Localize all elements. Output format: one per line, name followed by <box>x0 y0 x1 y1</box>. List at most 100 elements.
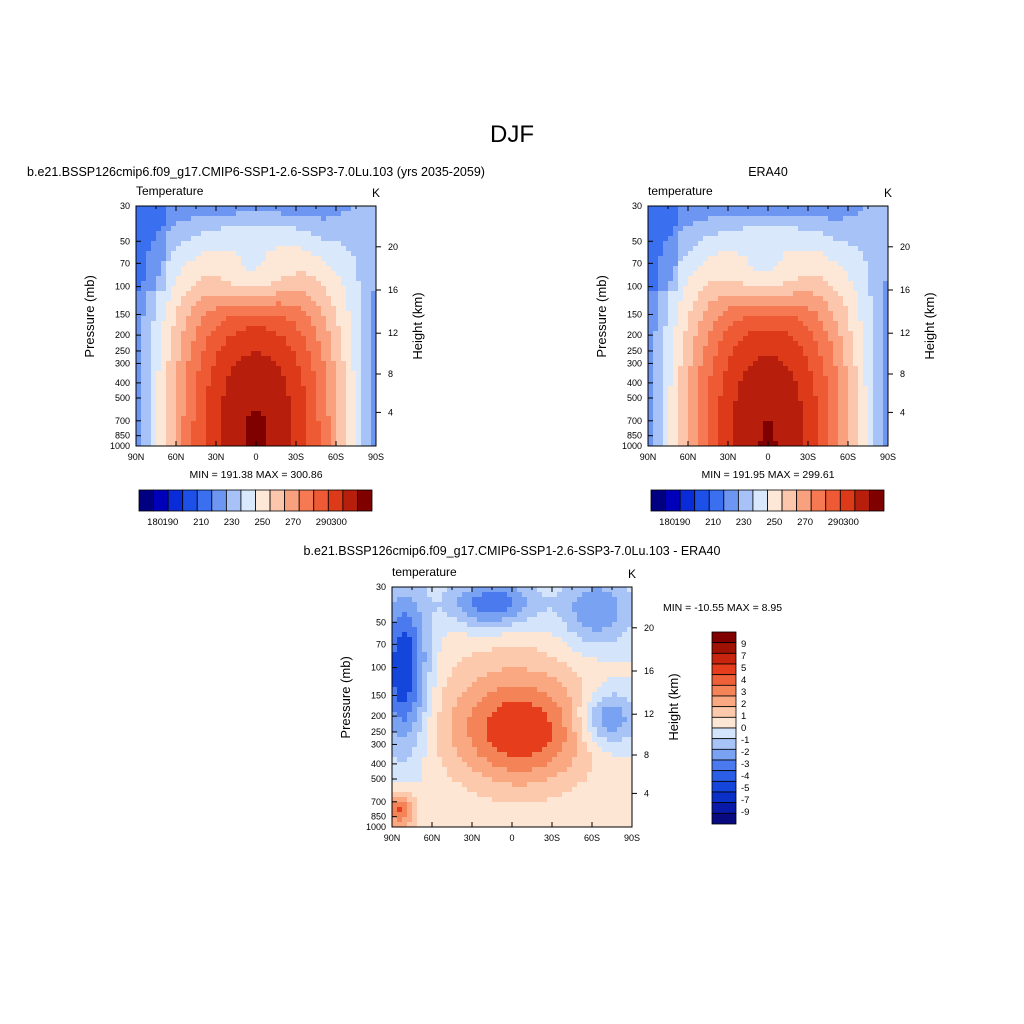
contour-cell <box>296 381 302 387</box>
contour-cell <box>768 371 774 377</box>
contour-cell <box>748 336 754 342</box>
contour-cell <box>336 226 342 232</box>
contour-cell <box>823 356 829 362</box>
contour-cell <box>321 441 327 447</box>
contour-cell <box>663 306 669 312</box>
contour-cell <box>828 321 834 327</box>
contour-cell <box>698 321 704 327</box>
contour-cell <box>356 356 362 362</box>
contour-cell <box>688 441 694 447</box>
contour-cell <box>241 256 247 262</box>
contour-cell <box>361 356 367 362</box>
contour-cell <box>156 366 162 372</box>
contour-cell <box>748 251 754 257</box>
contour-cell <box>783 331 789 337</box>
contour-cell <box>788 226 794 232</box>
contour-cell <box>336 261 342 267</box>
contour-cell <box>326 226 332 232</box>
contour-cell <box>683 266 689 272</box>
contour-cell <box>718 391 724 397</box>
contour-cell <box>823 261 829 267</box>
contour-cell <box>151 366 157 372</box>
contour-cell <box>316 261 322 267</box>
contour-cell <box>226 371 232 377</box>
contour-cell <box>216 261 222 267</box>
contour-cell <box>708 346 714 352</box>
contour-cell <box>251 206 257 212</box>
contour-cell <box>708 376 714 382</box>
contour-cell <box>166 281 172 287</box>
contour-cell <box>883 311 889 317</box>
contour-cell <box>698 231 704 237</box>
contour-cell <box>648 436 654 442</box>
contour-cell <box>808 301 814 307</box>
contour-cell <box>653 326 659 332</box>
contour-cell <box>863 391 869 397</box>
contour-cell <box>336 211 342 217</box>
contour-cell <box>397 697 403 703</box>
contour-cell <box>803 371 809 377</box>
contour-cell <box>808 411 814 417</box>
contour-cell <box>673 311 679 317</box>
contour-cell <box>763 416 769 422</box>
contour-cell <box>296 241 302 247</box>
contour-cell <box>166 336 172 342</box>
contour-cell <box>371 341 377 347</box>
contour-cell <box>818 336 824 342</box>
contour-cell <box>748 216 754 222</box>
contour-cell <box>823 256 829 262</box>
contour-cell <box>226 441 232 447</box>
contour-cell <box>336 401 342 407</box>
contour-cell <box>748 291 754 297</box>
contour-cell <box>873 256 879 262</box>
contour-cell <box>166 236 172 242</box>
contour-cell <box>668 356 674 362</box>
contour-cell <box>392 752 398 758</box>
contour-cell <box>693 406 699 412</box>
contour-cell <box>798 316 804 322</box>
contour-cell <box>321 266 327 272</box>
contour-cell <box>658 336 664 342</box>
contour-cell <box>758 221 764 227</box>
contour-cell <box>803 441 809 447</box>
contour-cell <box>371 371 377 377</box>
contour-cell <box>868 351 874 357</box>
contour-cell <box>206 386 212 392</box>
colorbar-swatch <box>269 489 286 512</box>
contour-cell <box>818 206 824 212</box>
contour-cell <box>176 296 182 302</box>
colorbar-swatch <box>825 489 841 512</box>
contour-cell <box>823 331 829 337</box>
contour-cell <box>748 256 754 262</box>
contour-cell <box>873 206 879 212</box>
contour-cell <box>236 256 242 262</box>
contour-cell <box>833 346 839 352</box>
contour-cell <box>658 276 664 282</box>
contour-cell <box>823 411 829 417</box>
contour-cell <box>863 401 869 407</box>
contour-cell <box>286 401 292 407</box>
contour-cell <box>778 251 784 257</box>
contour-cell <box>166 431 172 437</box>
contour-cell <box>693 411 699 417</box>
contour-cell <box>407 737 413 743</box>
contour-cell <box>321 336 327 342</box>
contour-cell <box>798 356 804 362</box>
contour-cell <box>713 331 719 337</box>
contour-cell <box>843 311 849 317</box>
contour-cell <box>156 321 162 327</box>
contour-cell <box>336 321 342 327</box>
contour-cell <box>803 366 809 372</box>
contour-cell <box>231 361 237 367</box>
contour-cell <box>286 261 292 267</box>
contour-cell <box>713 436 719 442</box>
contour-cell <box>266 401 272 407</box>
contour-cell <box>346 261 352 267</box>
contour-cell <box>728 296 734 302</box>
contour-cell <box>803 251 809 257</box>
contour-cell <box>171 346 177 352</box>
contour-cell <box>361 376 367 382</box>
contour-cell <box>266 396 272 402</box>
contour-cell <box>351 376 357 382</box>
contour-cell <box>241 231 247 237</box>
